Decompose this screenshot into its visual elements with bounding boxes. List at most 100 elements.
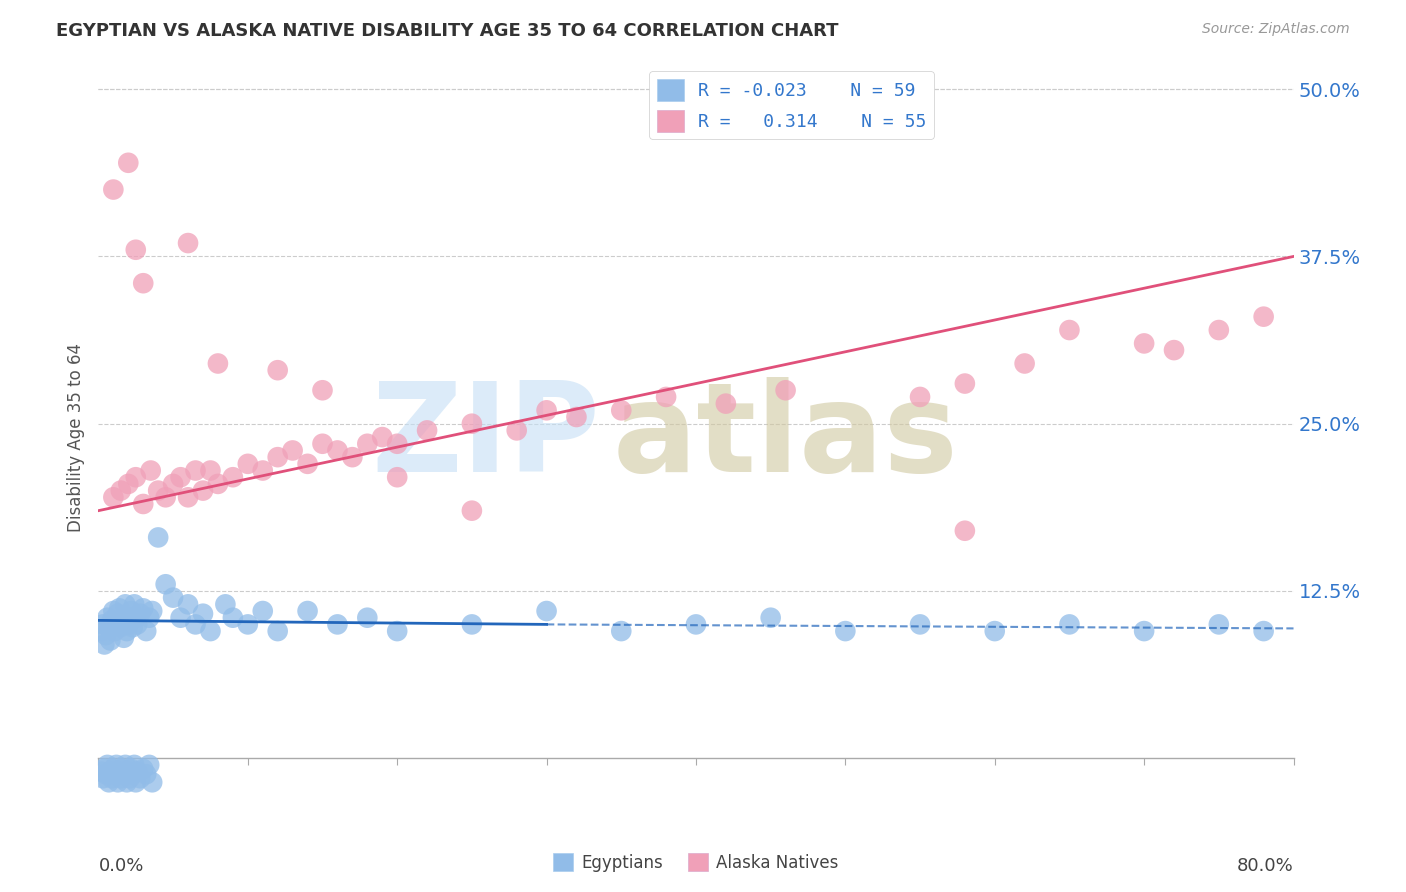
Point [127,617,149,632]
Text: 80.0%: 80.0% [1237,856,1294,875]
Point [506,424,529,438]
Point [98,764,122,779]
Point [117,764,139,779]
Point [297,604,319,618]
Point [1059,323,1081,337]
Point [155,490,177,504]
Point [759,611,782,625]
Point [610,403,633,417]
Point [461,503,484,517]
Point [1253,310,1275,324]
Point [984,624,1007,639]
Point [191,607,214,621]
Text: ZIP: ZIP [371,376,600,498]
Point [953,376,976,391]
Point [1208,617,1230,632]
Point [834,624,856,639]
Point [93,637,115,651]
Point [135,624,157,639]
Point [169,611,191,625]
Point [94,767,117,781]
Point [118,611,141,625]
Point [162,477,184,491]
Point [141,604,163,618]
Point [103,183,125,197]
Point [90,764,112,779]
Point [207,356,229,371]
Point [120,604,142,618]
Point [252,604,274,618]
Point [129,771,152,786]
Point [108,601,131,615]
Point [565,410,588,425]
Point [1059,617,1081,632]
Point [115,624,138,639]
Point [110,483,132,498]
Point [141,775,163,789]
Point [326,617,349,632]
Point [162,591,184,605]
Point [297,457,319,471]
Point [103,604,125,618]
Point [610,624,633,639]
Point [385,470,409,484]
Point [267,624,290,639]
Point [101,771,124,786]
Point [200,464,222,478]
Point [222,611,245,625]
Point [101,614,124,628]
Point [148,483,170,498]
Point [110,771,132,786]
Point [132,277,155,291]
Point [97,620,120,634]
Point [416,424,439,438]
Point [953,524,976,538]
Point [267,450,290,464]
Point [138,611,160,625]
Point [125,470,148,484]
Point [96,611,118,625]
Point [908,617,931,632]
Point [114,598,136,612]
Point [104,767,127,781]
Point [98,633,122,648]
Point [148,530,170,544]
Point [177,490,200,504]
Point [536,403,558,417]
Point [94,628,117,642]
Point [461,417,484,431]
Point [177,236,200,251]
Point [536,604,558,618]
Point [191,483,214,498]
Point [124,598,146,612]
Point [90,624,112,639]
Text: Source: ZipAtlas.com: Source: ZipAtlas.com [1202,22,1350,37]
Point [117,156,139,170]
Point [107,775,129,789]
Point [236,617,259,632]
Point [105,617,128,632]
Point [117,477,139,491]
Point [281,443,304,458]
Point [1014,356,1036,371]
Point [110,620,132,634]
Point [356,611,378,625]
Point [107,607,129,621]
Point [1208,323,1230,337]
Point [124,758,146,772]
Point [108,764,131,779]
Point [118,771,141,786]
Point [117,617,139,632]
Text: atlas: atlas [613,376,957,498]
Legend: Egyptians, Alaska Natives: Egyptians, Alaska Natives [547,847,845,879]
Point [135,767,157,781]
Point [111,762,134,776]
Point [207,477,229,491]
Point [127,764,149,779]
Point [115,775,138,789]
Point [177,598,200,612]
Point [311,436,333,450]
Point [132,601,155,615]
Point [1253,624,1275,639]
Point [371,430,394,444]
